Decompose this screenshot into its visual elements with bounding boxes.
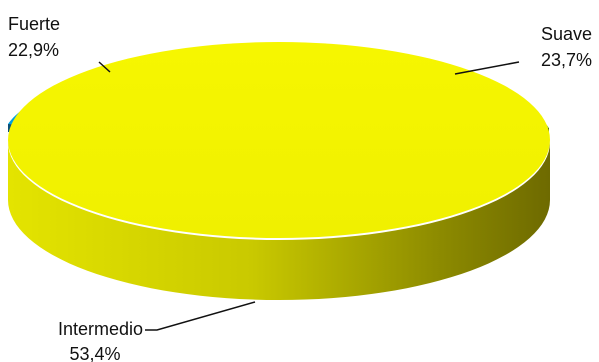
label-intermedio-value: 53,4% <box>69 344 120 362</box>
label-fuerte-name: Fuerte <box>8 14 60 34</box>
leader-line-fuerte <box>98 61 111 73</box>
slice-intermedio <box>8 42 550 238</box>
leader-line-suave <box>454 61 520 75</box>
leader-lines <box>98 61 520 331</box>
slice-intermedio-side <box>8 142 550 300</box>
label-suave-name: Suave <box>541 24 592 44</box>
label-intermedio-name: Intermedio <box>58 319 143 339</box>
label-fuerte-value: 22,9% <box>8 40 59 60</box>
label-suave-value: 23,7% <box>541 50 592 70</box>
pie-slices <box>8 42 550 300</box>
leader-line-intermedio <box>145 301 256 331</box>
data-labels: Fuerte 22,9% Suave 23,7% Intermedio 53,4… <box>8 14 592 362</box>
